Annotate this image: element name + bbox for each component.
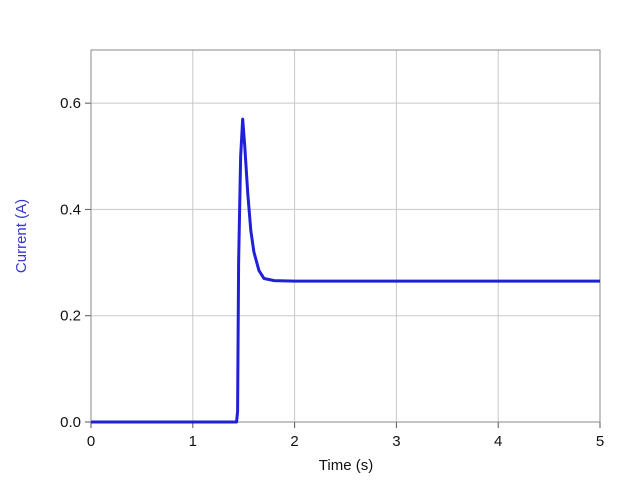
y-axis-label: Current (A) [13,199,30,273]
y-tick-label: 0.4 [60,201,81,218]
x-tick-label: 5 [596,433,604,450]
y-tick-label: 0.2 [60,308,81,325]
x-tick-label: 0 [87,433,95,450]
y-tick-label: 0.6 [60,95,81,112]
data-line [91,117,600,424]
x-tick-label: 2 [290,433,298,450]
x-tick-label: 1 [189,433,197,450]
y-tick-label: 0.0 [60,414,81,431]
x-tick-label: 4 [494,433,502,450]
x-tick-label: 3 [392,433,400,450]
x-axis-label: Time (s) [319,457,373,474]
plot-frame [90,49,601,423]
